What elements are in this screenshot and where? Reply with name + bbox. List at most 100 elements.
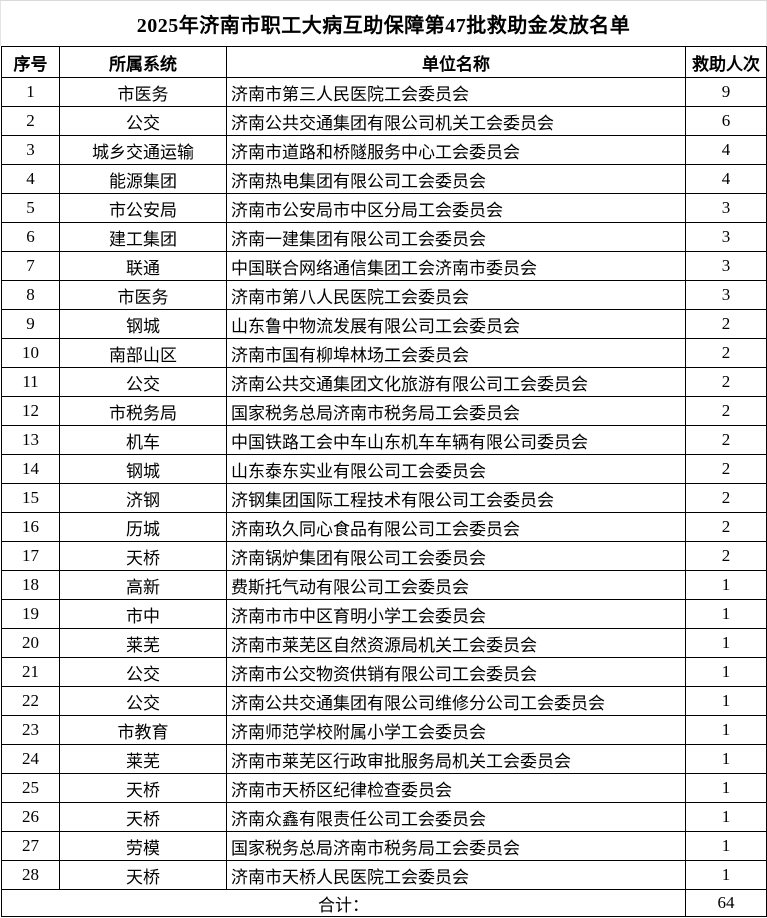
row-count: 3: [685, 251, 767, 281]
row-system: 钢城: [59, 454, 227, 484]
row-seq: 19: [1, 599, 60, 629]
row-count: 2: [685, 512, 767, 542]
header-system: 所属系统: [59, 46, 227, 78]
table-row: 27 劳模 国家税务总局济南市税务局工会委员会 1: [1, 831, 767, 861]
row-unit: 济南市公安局市中区分局工会委员会: [226, 193, 686, 223]
row-seq: 8: [1, 280, 60, 310]
row-unit: 济南市天桥区纪律检查委员会: [226, 773, 686, 803]
row-seq: 17: [1, 541, 60, 571]
row-system: 莱芜: [59, 628, 227, 658]
row-seq: 13: [1, 425, 60, 455]
row-count: 9: [685, 77, 767, 107]
row-seq: 5: [1, 193, 60, 223]
row-count: 4: [685, 135, 767, 165]
row-system: 莱芜: [59, 744, 227, 774]
row-count: 1: [685, 773, 767, 803]
row-unit: 济南锅炉集团有限公司工会委员会: [226, 541, 686, 571]
row-unit: 国家税务总局济南市税务局工会委员会: [226, 831, 686, 861]
row-count: 2: [685, 483, 767, 513]
row-unit: 济南市公交物资供销有限公司工会委员会: [226, 657, 686, 687]
header-seq: 序号: [1, 46, 60, 78]
row-count: 1: [685, 628, 767, 658]
row-seq: 11: [1, 367, 60, 397]
row-system: 市税务局: [59, 396, 227, 426]
row-count: 2: [685, 309, 767, 339]
table-row: 14 钢城 山东泰东实业有限公司工会委员会 2: [1, 454, 767, 484]
row-system: 天桥: [59, 773, 227, 803]
row-unit: 济南市莱芜区自然资源局机关工会委员会: [226, 628, 686, 658]
row-seq: 15: [1, 483, 60, 513]
row-count: 1: [685, 657, 767, 687]
row-system: 高新: [59, 570, 227, 600]
row-system: 历城: [59, 512, 227, 542]
table-row: 15 济钢 济钢集团国际工程技术有限公司工会委员会 2: [1, 483, 767, 513]
row-system: 劳模: [59, 831, 227, 861]
row-count: 2: [685, 425, 767, 455]
row-count: 1: [685, 831, 767, 861]
table-row: 23 市教育 济南师范学校附属小学工会委员会 1: [1, 715, 767, 745]
row-seq: 7: [1, 251, 60, 281]
row-unit: 济南市国有柳埠林场工会委员会: [226, 338, 686, 368]
row-system: 公交: [59, 657, 227, 687]
row-unit: 济钢集团国际工程技术有限公司工会委员会: [226, 483, 686, 513]
table-row: 28 天桥 济南市天桥人民医院工会委员会 1: [1, 860, 767, 890]
table-row: 19 市中 济南市市中区育明小学工会委员会 1: [1, 599, 767, 629]
table-row: 6 建工集团 济南一建集团有限公司工会委员会 3: [1, 222, 767, 252]
row-system: 城乡交通运输: [59, 135, 227, 165]
row-unit: 济南公共交通集团文化旅游有限公司工会委员会: [226, 367, 686, 397]
table-row: 13 机车 中国铁路工会中车山东机车车辆有限公司委员会 2: [1, 425, 767, 455]
table-row: 9 钢城 山东鲁中物流发展有限公司工会委员会 2: [1, 309, 767, 339]
table-row: 4 能源集团 济南热电集团有限公司工会委员会 4: [1, 164, 767, 194]
row-system: 市医务: [59, 280, 227, 310]
row-unit: 山东鲁中物流发展有限公司工会委员会: [226, 309, 686, 339]
page-title: 2025年济南市职工大病互助保障第47批救助金发放名单: [0, 1, 767, 46]
row-count: 2: [685, 338, 767, 368]
row-unit: 济南众鑫有限责任公司工会委员会: [226, 802, 686, 832]
row-system: 公交: [59, 367, 227, 397]
row-unit: 济南市莱芜区行政审批服务局机关工会委员会: [226, 744, 686, 774]
row-unit: 济南热电集团有限公司工会委员会: [226, 164, 686, 194]
row-seq: 18: [1, 570, 60, 600]
row-seq: 14: [1, 454, 60, 484]
row-system: 天桥: [59, 860, 227, 890]
row-seq: 6: [1, 222, 60, 252]
row-count: 1: [685, 802, 767, 832]
row-system: 市公安局: [59, 193, 227, 223]
table-row: 5 市公安局 济南市公安局市中区分局工会委员会 3: [1, 193, 767, 223]
header-unit: 单位名称: [226, 46, 686, 78]
table-row: 17 天桥 济南锅炉集团有限公司工会委员会 2: [1, 541, 767, 571]
row-unit: 费斯托气动有限公司工会委员会: [226, 570, 686, 600]
row-seq: 1: [1, 77, 60, 107]
table-row: 10 南部山区 济南市国有柳埠林场工会委员会 2: [1, 338, 767, 368]
row-count: 3: [685, 280, 767, 310]
table-row: 12 市税务局 国家税务总局济南市税务局工会委员会 2: [1, 396, 767, 426]
total-label: 合计：: [1, 889, 686, 917]
row-seq: 12: [1, 396, 60, 426]
row-system: 公交: [59, 686, 227, 716]
table-row: 25 天桥 济南市天桥区纪律检查委员会 1: [1, 773, 767, 803]
row-unit: 济南市天桥人民医院工会委员会: [226, 860, 686, 890]
row-seq: 20: [1, 628, 60, 658]
row-count: 1: [685, 715, 767, 745]
row-unit: 山东泰东实业有限公司工会委员会: [226, 454, 686, 484]
table-row: 8 市医务 济南市第八人民医院工会委员会 3: [1, 280, 767, 310]
row-unit: 济南公共交通集团有限公司机关工会委员会: [226, 106, 686, 136]
row-count: 4: [685, 164, 767, 194]
row-count: 2: [685, 367, 767, 397]
row-count: 6: [685, 106, 767, 136]
row-unit: 济南市第八人民医院工会委员会: [226, 280, 686, 310]
table-row: 24 莱芜 济南市莱芜区行政审批服务局机关工会委员会 1: [1, 744, 767, 774]
row-count: 1: [685, 860, 767, 890]
row-count: 1: [685, 744, 767, 774]
table-row: 3 城乡交通运输 济南市道路和桥隧服务中心工会委员会 4: [1, 135, 767, 165]
row-count: 3: [685, 193, 767, 223]
row-count: 1: [685, 599, 767, 629]
row-seq: 28: [1, 860, 60, 890]
row-seq: 27: [1, 831, 60, 861]
row-unit: 济南市道路和桥隧服务中心工会委员会: [226, 135, 686, 165]
row-unit: 中国联合网络通信集团工会济南市委员会: [226, 251, 686, 281]
table-row: 22 公交 济南公共交通集团有限公司维修分公司工会委员会 1: [1, 686, 767, 716]
header-row: 序号 所属系统 单位名称 救助人次: [1, 46, 767, 78]
row-seq: 22: [1, 686, 60, 716]
